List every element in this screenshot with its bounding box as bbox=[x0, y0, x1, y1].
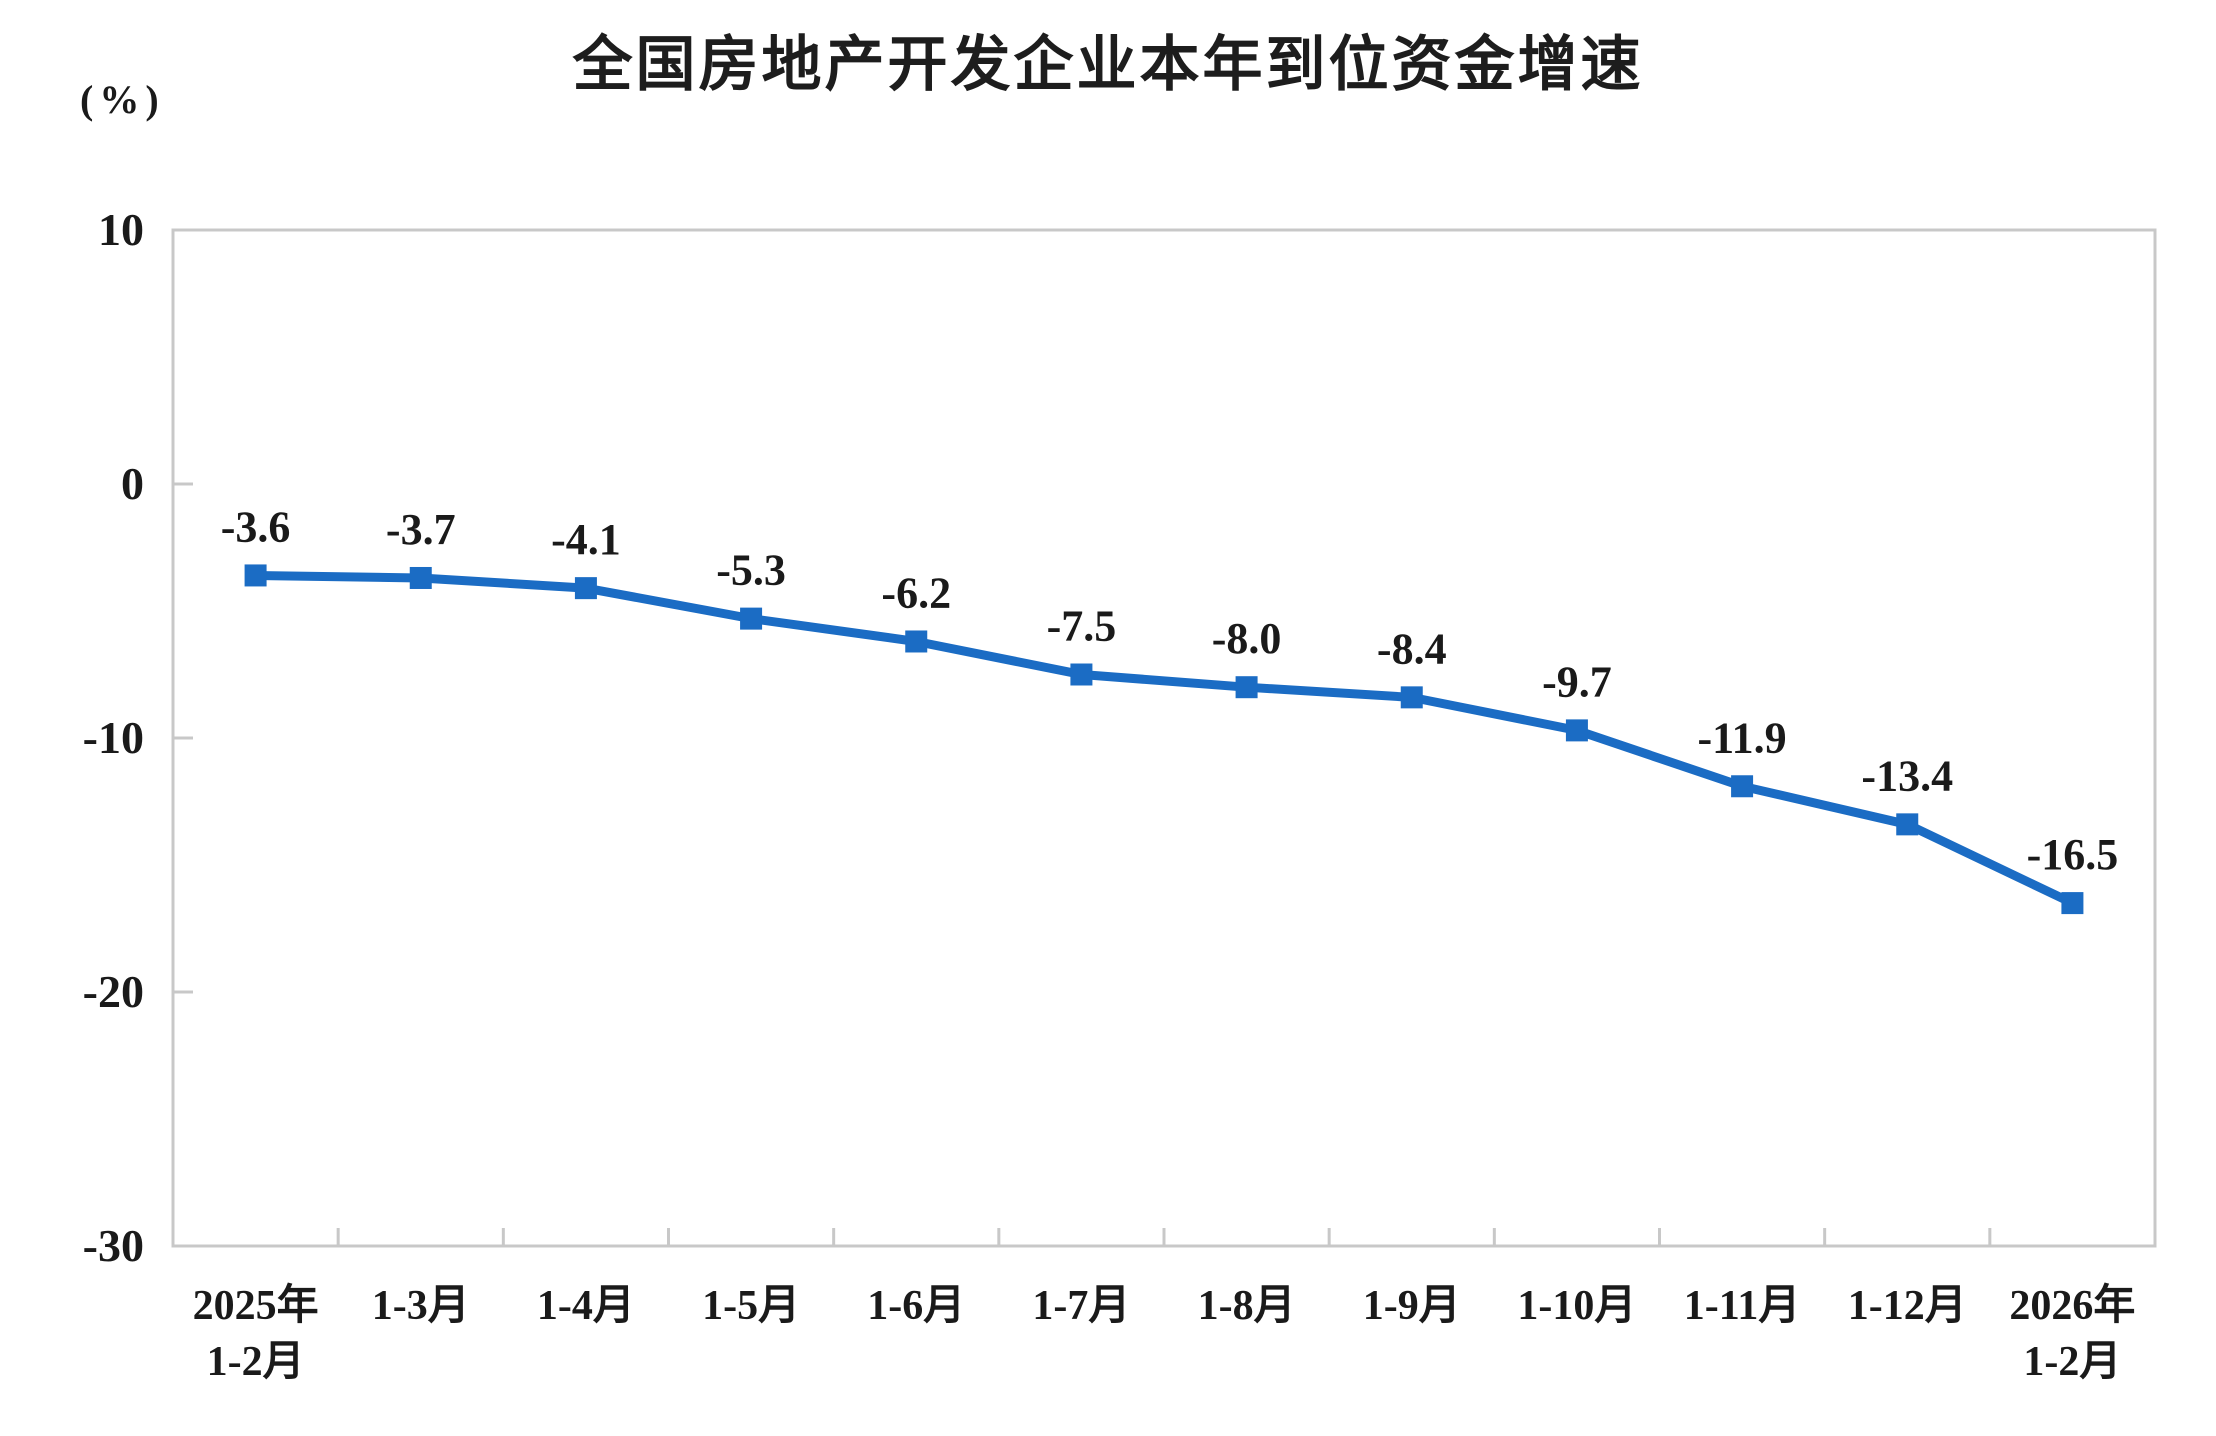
x-tick-label: 1-7月 bbox=[1032, 1283, 1130, 1329]
data-point-marker bbox=[740, 607, 763, 630]
x-tick-label: 1-11月 bbox=[1684, 1283, 1801, 1329]
x-tick-label: 1-5月 bbox=[702, 1283, 800, 1329]
x-tick-label: 1-10月 bbox=[1517, 1283, 1636, 1329]
x-tick-label: 2025年 bbox=[193, 1282, 319, 1329]
x-tick-label: 1-4月 bbox=[537, 1283, 635, 1329]
x-tick-label: 1-2月 bbox=[2023, 1339, 2121, 1385]
x-tick-label: 1-3月 bbox=[372, 1283, 470, 1329]
data-point-marker bbox=[1896, 813, 1919, 836]
x-tick-label: 2026年 bbox=[2009, 1282, 2135, 1329]
data-point-label: -9.7 bbox=[1542, 657, 1612, 706]
data-point-label: -8.0 bbox=[1212, 614, 1282, 663]
data-point-label: -6.2 bbox=[881, 568, 951, 617]
x-tick-label: 1-12月 bbox=[1848, 1283, 1967, 1329]
data-point-marker bbox=[1565, 719, 1588, 742]
data-point-marker bbox=[2061, 892, 2084, 915]
data-point-label: -7.5 bbox=[1047, 602, 1117, 651]
plot-frame bbox=[171, 228, 2157, 1248]
y-axis-unit-label: (%) bbox=[80, 77, 165, 122]
data-point-marker bbox=[409, 566, 432, 589]
data-point-label: -8.4 bbox=[1377, 624, 1447, 673]
data-point-marker bbox=[244, 564, 267, 587]
data-point-label: -16.5 bbox=[2027, 830, 2119, 879]
x-tick-label: 1-8月 bbox=[1198, 1283, 1296, 1329]
y-tick-label: -20 bbox=[83, 966, 144, 1017]
series-line bbox=[251, 570, 2077, 908]
data-point-label: -13.4 bbox=[1861, 751, 1953, 800]
data-point-label: -11.9 bbox=[1697, 713, 1786, 762]
data-point-label: -3.6 bbox=[221, 502, 291, 551]
data-point-label: -5.3 bbox=[716, 546, 786, 595]
data-point-label: -4.1 bbox=[551, 515, 621, 564]
data-point-marker bbox=[574, 577, 597, 600]
y-tick-label: 0 bbox=[121, 458, 144, 509]
y-tick-label: -30 bbox=[83, 1220, 144, 1271]
x-tick-label: 1-2月 bbox=[207, 1339, 305, 1385]
chart-title: 全国房地产开发企业本年到位资金增速 bbox=[572, 31, 1644, 98]
data-point-label: -3.7 bbox=[386, 505, 456, 554]
y-tick-label: 10 bbox=[98, 204, 144, 255]
y-tick-label: -10 bbox=[83, 712, 144, 763]
data-point-marker bbox=[1400, 686, 1423, 709]
x-tick-label: 1-6月 bbox=[867, 1283, 965, 1329]
data-point-marker bbox=[1070, 663, 1093, 686]
data-point-marker bbox=[905, 630, 928, 653]
x-tick-label: 1-9月 bbox=[1363, 1283, 1461, 1329]
data-point-marker bbox=[1731, 775, 1754, 798]
data-point-marker bbox=[1235, 676, 1258, 699]
